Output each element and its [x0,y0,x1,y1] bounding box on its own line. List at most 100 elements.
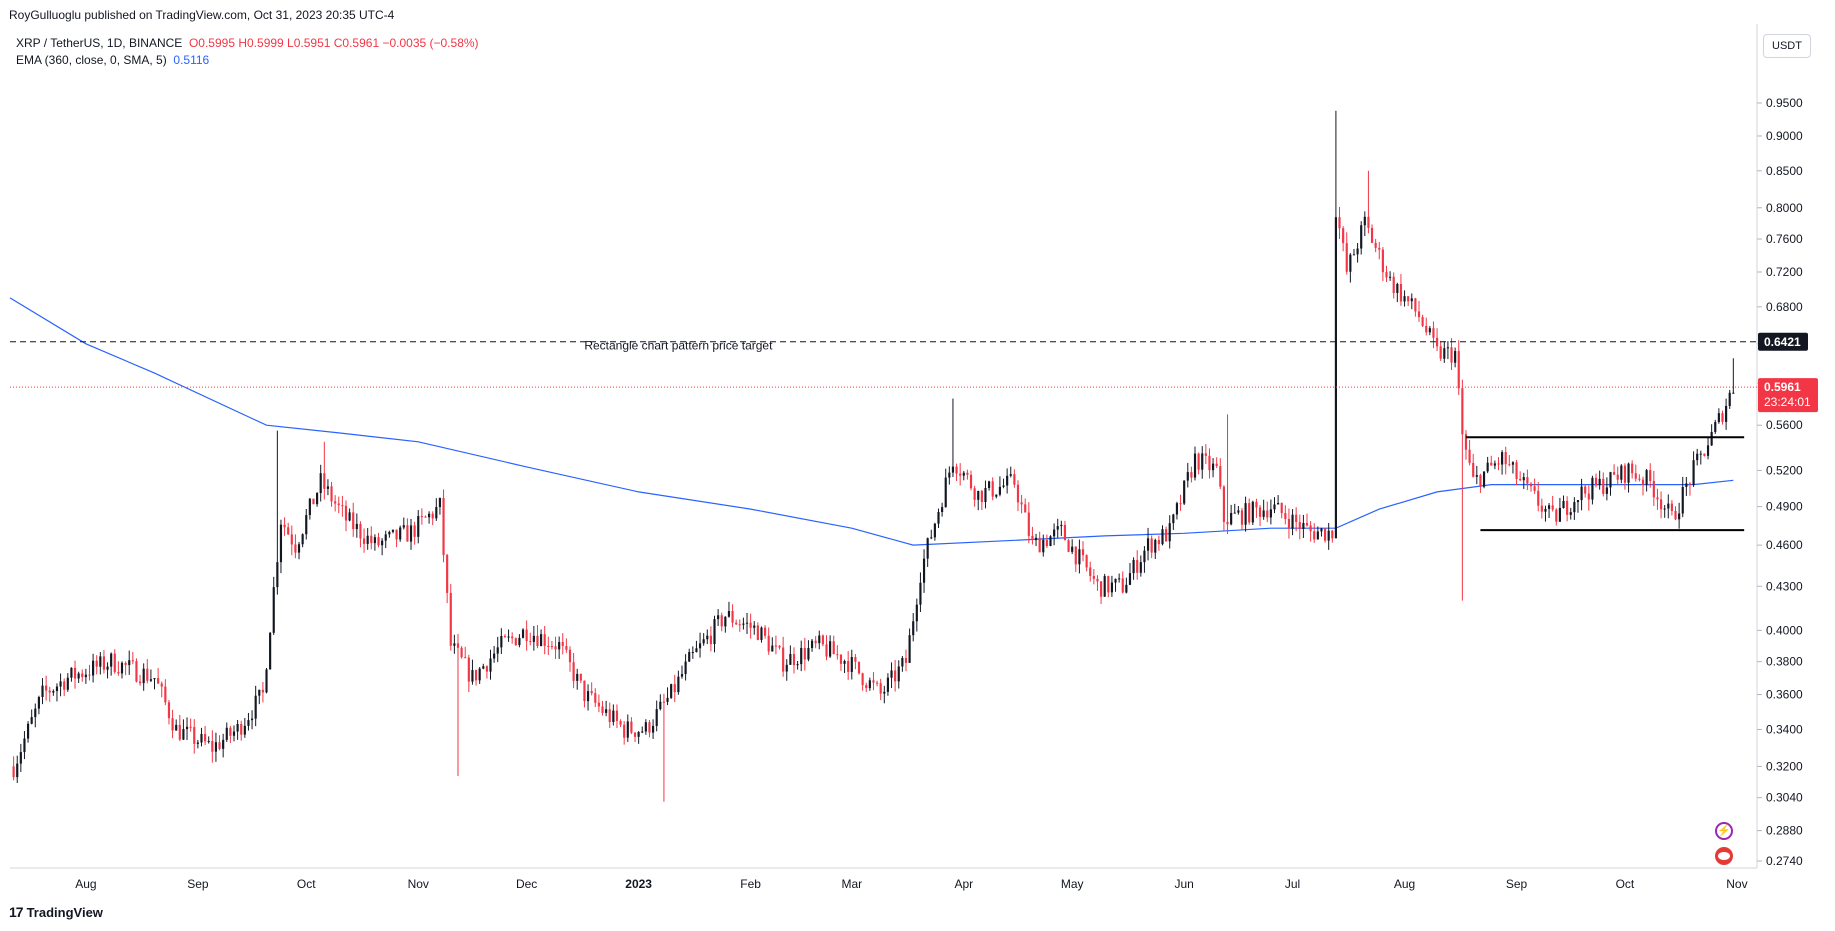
candle-body [1183,480,1186,504]
candle-body [153,678,156,680]
currency-unit-button[interactable]: USDT [1763,34,1811,58]
candle-body [652,725,655,733]
candle-body [1696,453,1699,461]
candle-body [1146,538,1150,551]
candle-body [1717,413,1720,423]
candle-body [619,720,622,725]
price-tick-label: 0.3400 [1766,722,1803,736]
price-target-annotation: Rectangle chart pattern price target [584,339,773,353]
candle-body [236,723,239,732]
candle-body [428,513,431,518]
candle-body [922,558,926,583]
candle-body [839,654,843,664]
time-tick-label: Nov [408,877,429,891]
candle-body [980,490,983,502]
candle-body [565,645,568,650]
candle-body [1089,567,1092,576]
candle-body [662,701,666,703]
candle-body [171,718,174,731]
candle-body [196,742,199,744]
candle-body [41,685,44,698]
candle-body [547,645,550,647]
candle-body [424,516,427,518]
candle-body [1063,524,1067,541]
candle-body [944,477,947,508]
candle-body [507,636,510,638]
candle-body [829,641,832,657]
ohlc-values: O0.5995 H0.5999 L0.5951 C0.5961 −0.0035 … [188,36,479,50]
candle-body [1667,503,1670,509]
candle-body [243,725,246,735]
candle-body [1399,283,1403,302]
ema-label[interactable]: EMA (360, close, 0, SMA, 5) [16,53,167,67]
time-tick-label: Oct [1616,877,1635,891]
candle-body [337,503,340,506]
candle-body [897,666,900,682]
candle-body [359,523,362,539]
candle-body [319,473,322,494]
candle-body [464,657,467,659]
candle-body [1356,248,1359,255]
candle-body [688,652,691,662]
candle-body [1269,509,1272,518]
candle-body [1396,283,1399,294]
candle-body [330,486,333,502]
candle-body [250,718,254,721]
flash-icon[interactable]: ⚡ [1715,822,1733,840]
candle-body [521,629,525,638]
candle-body [438,498,442,508]
candle-body [1533,486,1536,491]
candle-body [92,660,95,676]
candle-body [138,681,142,684]
candle-body [290,534,293,545]
price-tick-label: 0.4000 [1766,623,1803,637]
candle-body [1623,465,1627,483]
candle-body [1222,486,1225,522]
candle-body [1464,434,1468,450]
candle-body [323,473,326,489]
candle-body [272,587,275,633]
candle-body [482,666,485,669]
candle-body [478,668,481,681]
candle-body [66,677,69,690]
candle-body [778,645,781,648]
candle-body [1663,508,1666,510]
candle-body [1193,453,1197,478]
candle-body [1602,478,1605,494]
price-tick-label: 0.5200 [1766,463,1803,477]
candle-body [1468,449,1471,463]
candle-body [601,706,604,713]
candle-body [572,662,575,681]
candle-body [297,544,301,553]
candle-body [1352,254,1356,256]
last-price-label: 0.5961 [1764,380,1801,394]
candle-body [951,466,955,473]
candle-body [561,641,564,646]
candle-body [417,516,420,537]
candle-body [1042,539,1045,553]
symbol-label[interactable]: XRP / TetherUS, 1D, BINANCE [16,36,183,50]
candle-body [1540,505,1543,512]
candle-body [1136,559,1139,573]
candle-body [586,691,590,702]
candle-body [915,604,918,622]
candle-body [240,723,243,735]
candle-body [1580,486,1583,501]
candle-body [471,670,474,682]
us-flag-icon[interactable] [1715,847,1733,865]
tradingview-footer[interactable]: 17 TradingView [9,904,103,920]
candle-body [1139,562,1142,573]
candle-body [706,635,709,640]
candle-body [854,657,857,662]
candle-body [1284,513,1287,520]
time-tick-label: Jun [1174,877,1193,891]
candle-body [1472,462,1475,477]
candle-body [1389,276,1392,278]
candle-body [948,472,951,478]
candle-body [670,684,673,698]
candle-body [1699,453,1702,455]
candle-body [1208,455,1211,471]
candle-body [890,670,893,678]
candle-body [1342,228,1345,244]
